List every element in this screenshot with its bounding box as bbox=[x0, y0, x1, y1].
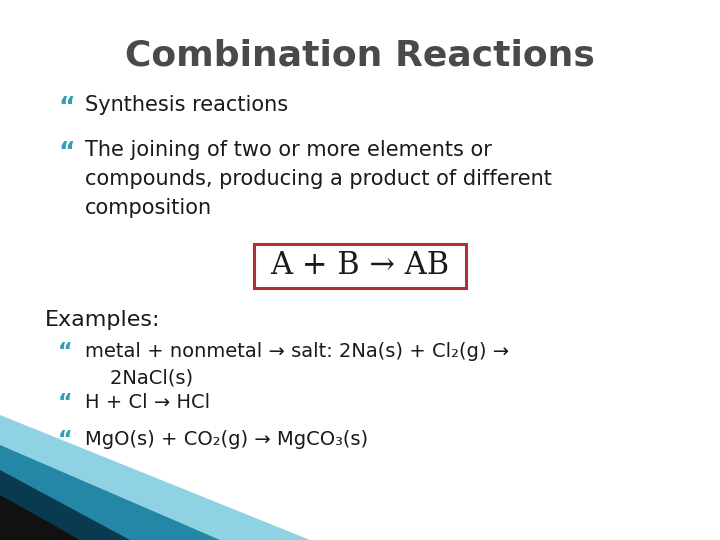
Text: “: “ bbox=[58, 393, 73, 413]
Text: H + Cl → HCl: H + Cl → HCl bbox=[85, 393, 210, 412]
Polygon shape bbox=[0, 470, 130, 540]
Polygon shape bbox=[0, 415, 310, 540]
Polygon shape bbox=[0, 445, 220, 540]
Text: A + B → AB: A + B → AB bbox=[271, 249, 449, 280]
Text: The joining of two or more elements or
compounds, producing a product of differe: The joining of two or more elements or c… bbox=[85, 140, 552, 218]
Text: metal + nonmetal → salt: 2Na(s) + Cl₂(g) →
    2NaCl(s): metal + nonmetal → salt: 2Na(s) + Cl₂(g)… bbox=[85, 342, 509, 388]
Text: Combination Reactions: Combination Reactions bbox=[125, 38, 595, 72]
Text: “: “ bbox=[58, 430, 73, 450]
Text: MgO(s) + CO₂(g) → MgCO₃(s): MgO(s) + CO₂(g) → MgCO₃(s) bbox=[85, 430, 368, 449]
Text: Synthesis reactions: Synthesis reactions bbox=[85, 95, 288, 115]
Text: “: “ bbox=[58, 342, 73, 362]
Text: Examples:: Examples: bbox=[45, 310, 161, 330]
Polygon shape bbox=[0, 495, 80, 540]
Text: “: “ bbox=[58, 95, 74, 119]
Text: “: “ bbox=[58, 140, 74, 164]
